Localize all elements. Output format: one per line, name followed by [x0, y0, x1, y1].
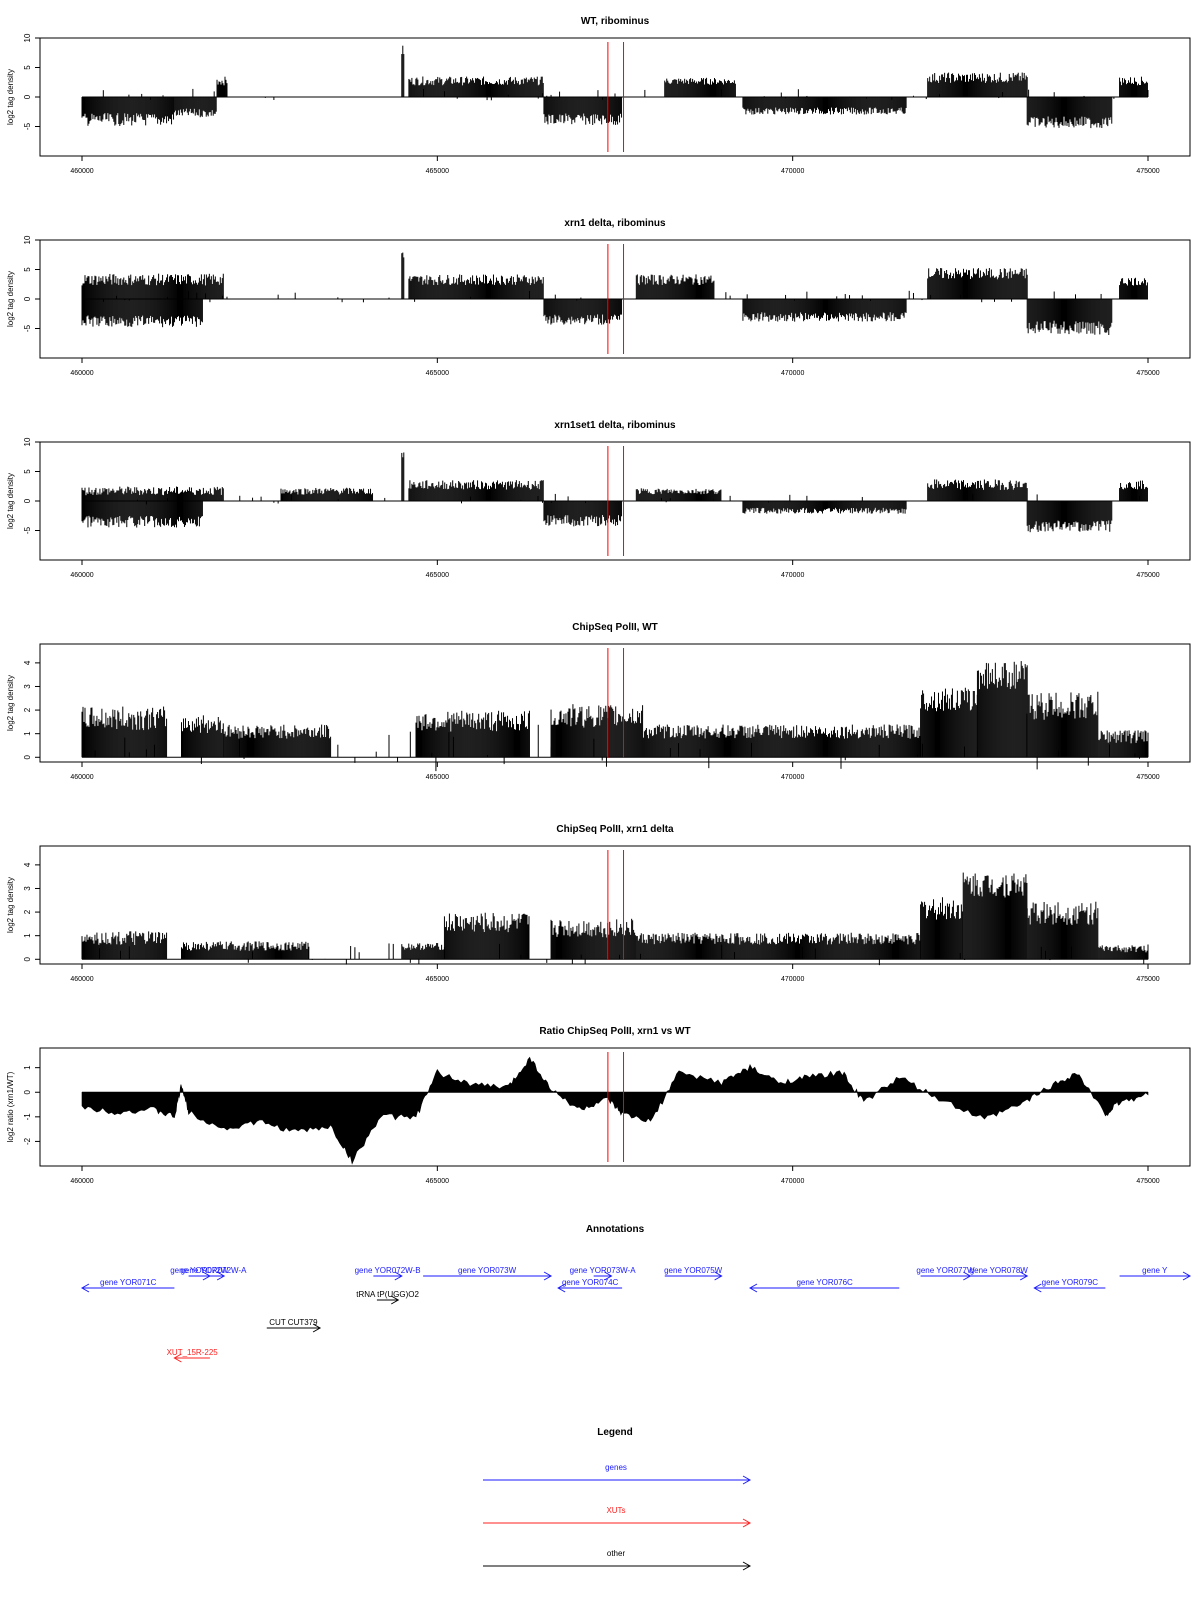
x-tick-label: 465000: [426, 572, 449, 579]
y-tick-label: 4: [23, 660, 32, 665]
panel-title: xrn1 delta, ribominus: [564, 218, 666, 229]
plot-frame: [39, 845, 1191, 965]
y-tick-label: 5: [23, 65, 32, 70]
y-tick-label: -5: [23, 526, 32, 534]
plot-frame: [39, 643, 1191, 763]
y-tick-label: 2: [23, 909, 32, 914]
x-tick-label: 475000: [1136, 168, 1159, 175]
x-tick-label: 460000: [70, 572, 93, 579]
data-series: [81, 45, 1149, 129]
y-axis-label: log2 tag density: [6, 69, 15, 125]
data-series: [81, 872, 1149, 966]
y-tick-label: 10: [23, 33, 32, 42]
track-panel: xrn1 delta, ribominus log2 tag density -5 0…: [6, 218, 1191, 377]
x-tick-label: 460000: [70, 370, 93, 377]
y-tick-label: 0: [23, 755, 32, 760]
data-series: [81, 252, 1148, 335]
x-tick-label: 470000: [781, 976, 804, 983]
y-tick-label: 1: [23, 933, 32, 938]
y-tick-label: 5: [23, 267, 32, 272]
x-tick-label: 460000: [70, 774, 93, 781]
panel-title: ChipSeq PolII, WT: [572, 622, 658, 633]
x-tick-label: 470000: [781, 774, 804, 781]
y-tick-label: 2: [23, 707, 32, 712]
y-tick-label: 0: [23, 94, 32, 99]
y-tick-label: 0: [23, 957, 32, 962]
panel-title: ChipSeq PolII, xrn1 delta: [556, 824, 674, 835]
data-series: [81, 661, 1149, 772]
y-axis-label: log2 tag density: [6, 675, 15, 731]
x-tick-label: 470000: [781, 572, 804, 579]
y-tick-label: 0: [23, 296, 32, 301]
y-tick-label: -5: [23, 324, 32, 332]
panel-title: WT, ribominus: [581, 16, 650, 27]
y-tick-label: 3: [23, 684, 32, 689]
x-tick-label: 465000: [426, 168, 449, 175]
data-series: [81, 452, 1148, 533]
y-axis-label: log2 tag density: [6, 473, 15, 529]
y-axis-label: log2 tag density: [6, 271, 15, 327]
x-tick-label: 460000: [70, 976, 93, 983]
y-tick-label: 3: [23, 886, 32, 891]
y-tick-label: 5: [23, 469, 32, 474]
x-tick-label: 475000: [1136, 572, 1159, 579]
y-tick-label: 10: [23, 437, 32, 446]
x-tick-label: 475000: [1136, 370, 1159, 377]
y-tick-label: 1: [23, 731, 32, 736]
track-panel: ChipSeq PolII, xrn1 delta log2 tag densit…: [6, 824, 1191, 983]
x-tick-label: 465000: [426, 774, 449, 781]
x-tick-label: 465000: [426, 370, 449, 377]
x-tick-label: 475000: [1136, 774, 1159, 781]
y-tick-label: 0: [23, 498, 32, 503]
y-tick-label: 10: [23, 235, 32, 244]
x-tick-label: 460000: [70, 168, 93, 175]
x-tick-label: 470000: [781, 370, 804, 377]
track-panel: xrn1set1 delta, ribominus log2 tag densit…: [6, 420, 1191, 579]
track-panel: ChipSeq PolII, WT log2 tag density 0 1 2 3 4 46…: [6, 622, 1191, 781]
y-tick-label: -5: [23, 122, 32, 130]
x-tick-label: 465000: [426, 976, 449, 983]
x-tick-label: 470000: [781, 168, 804, 175]
track-panel: WT, ribominus log2 tag density -5 0 5 10 46000…: [6, 16, 1191, 175]
y-axis-label: log2 tag density: [6, 877, 15, 933]
y-tick-label: 4: [23, 862, 32, 867]
x-tick-label: 475000: [1136, 976, 1159, 983]
panel-title: xrn1set1 delta, ribominus: [554, 420, 676, 431]
